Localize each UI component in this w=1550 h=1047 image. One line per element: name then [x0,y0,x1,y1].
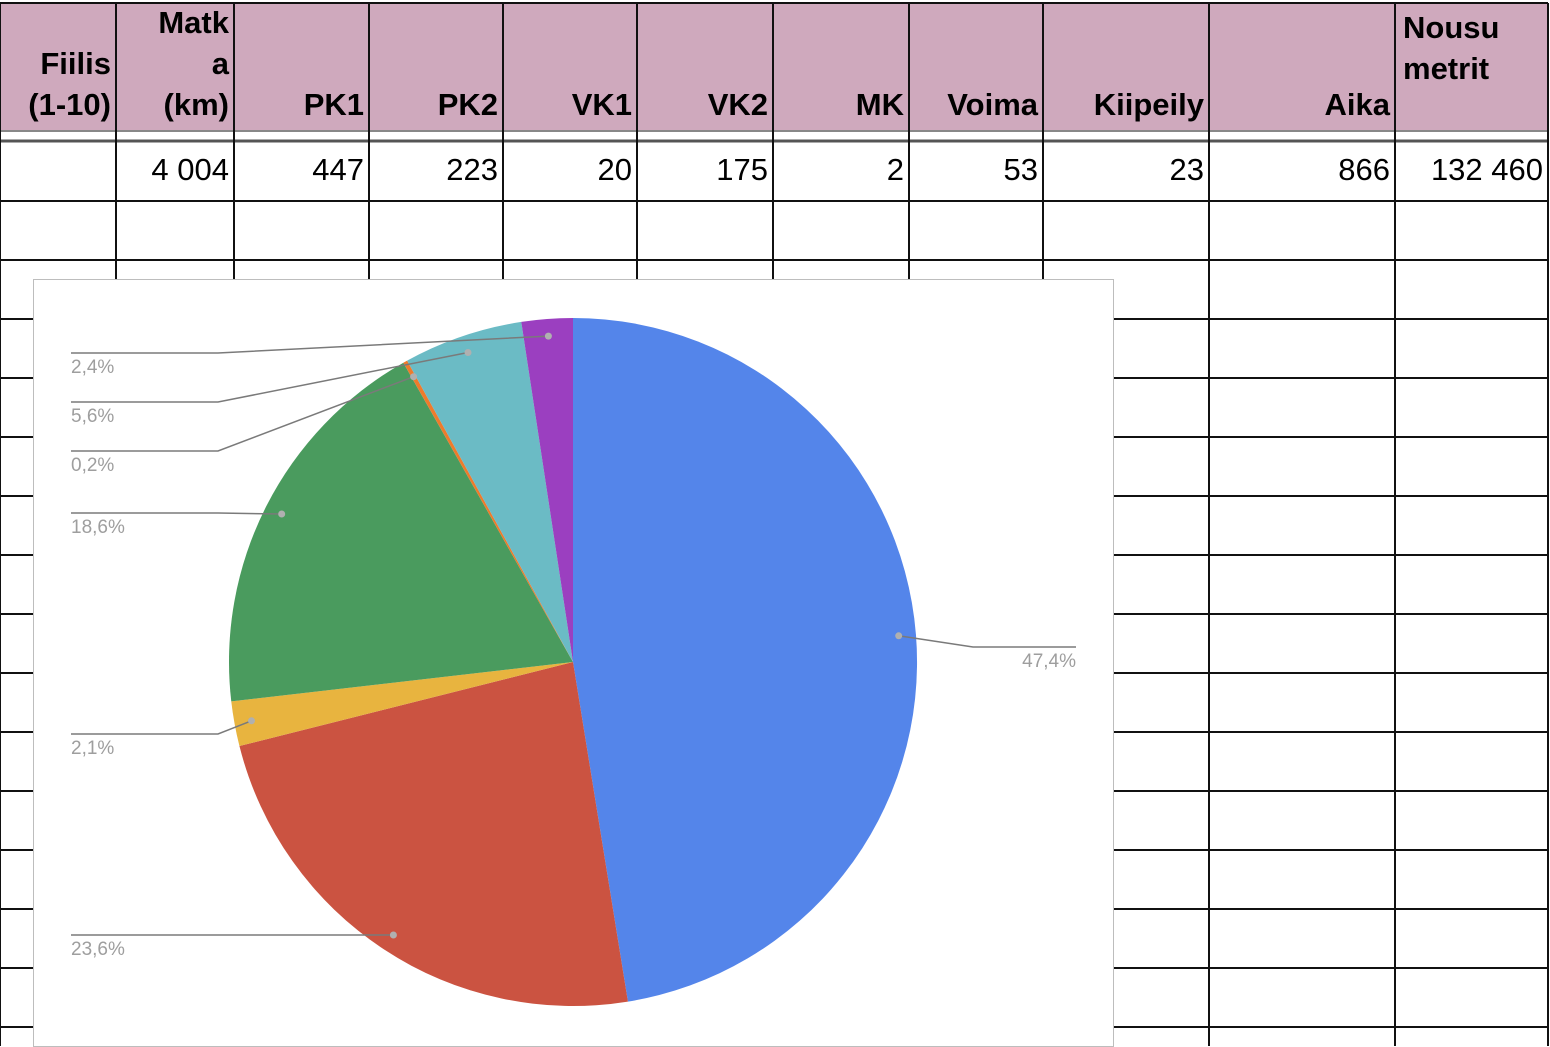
leader-lines [71,332,1076,939]
leader-line [71,720,252,735]
slice-label: 2,1% [71,738,114,759]
leader-dot [389,931,397,939]
leader-line [71,512,282,515]
pie-slice[interactable] [239,662,628,1007]
leader-line [71,351,469,403]
pie-slice[interactable] [573,318,918,1002]
leader-dot [464,349,472,356]
leader-dot [248,717,255,725]
leader-dot [410,373,418,381]
pie-slices [228,318,918,1007]
slice-label: 18,6% [71,517,125,538]
pie-slice[interactable] [403,360,573,662]
leader-line [71,375,414,452]
pie-slice[interactable] [521,318,573,662]
slice-label: 23,6% [71,939,125,960]
slice-label: 5,6% [71,406,114,427]
slice-label: 2,4% [71,357,114,378]
leader-dot [895,632,903,640]
slice-label: 0,2% [71,455,114,476]
pie-slice[interactable] [231,662,573,747]
pie-chart: 47,4% 23,6% 2,1% 18,6% 0,2% 5,6% 2,4% [33,279,1114,1047]
pie-slice[interactable] [407,321,573,662]
leader-dot [278,510,286,518]
slice-label: 47,4% [1022,651,1076,672]
leader-dot [544,332,552,340]
slice-labels: 47,4% 23,6% 2,1% 18,6% 0,2% 5,6% 2,4% [71,357,1076,960]
pie-slice[interactable] [228,362,573,702]
leader-line [898,635,1076,648]
leader-line [71,335,549,354]
